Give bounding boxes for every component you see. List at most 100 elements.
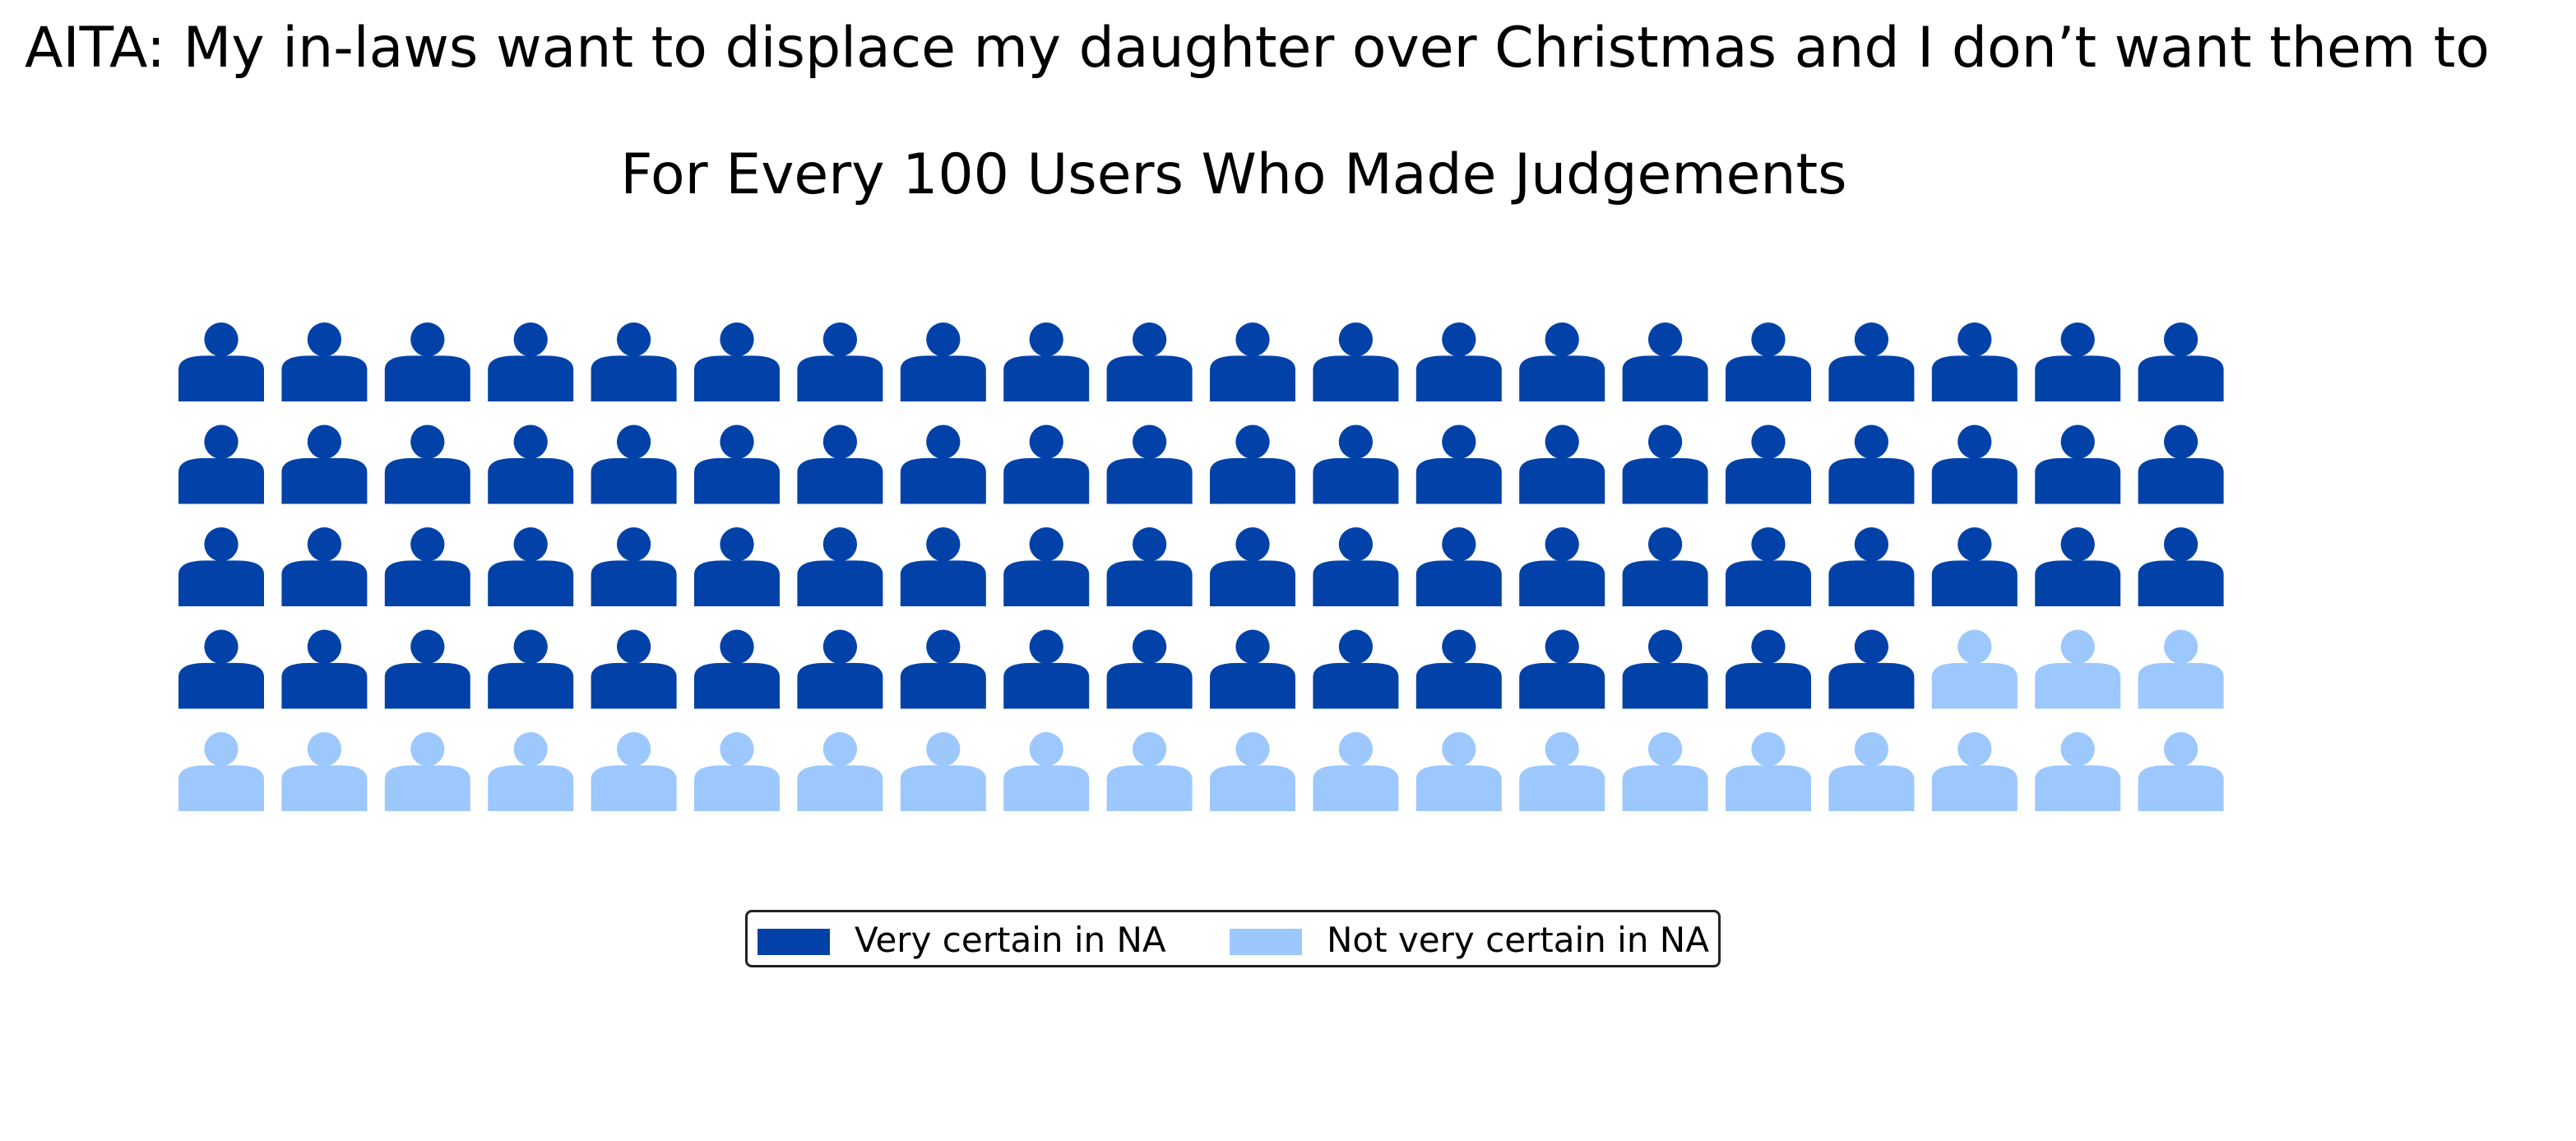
person-icon [2035, 527, 2121, 606]
person-icon [1622, 424, 1708, 504]
person-icon [694, 527, 780, 606]
person-icon [1828, 629, 1915, 709]
person-icon [1828, 424, 1915, 504]
person-icon [1931, 322, 2018, 401]
person-icon [1622, 322, 1708, 401]
person-icon [1313, 629, 1399, 709]
person-icon [1210, 629, 1295, 709]
person-icon [591, 629, 677, 709]
person-icon [1519, 322, 1605, 401]
person-icon [281, 527, 368, 606]
person-icon [2035, 322, 2121, 401]
person-icon [1210, 424, 1295, 504]
person-icon [1210, 322, 1295, 401]
person-icon [488, 527, 574, 606]
person-icon [1106, 629, 1193, 709]
person-icon [591, 322, 677, 401]
person-icon [2138, 424, 2224, 504]
person-icon [1415, 322, 1502, 401]
person-icon [1726, 424, 1811, 504]
person-icon [178, 732, 264, 811]
person-icon [591, 527, 677, 606]
person-icon [1415, 732, 1502, 811]
person-icon [694, 732, 780, 811]
legend: Very certain in NA Not very certain in N… [745, 910, 1721, 967]
person-icon [281, 424, 368, 504]
person-icon [2035, 629, 2121, 709]
person-icon [178, 424, 264, 504]
person-icon [1726, 629, 1811, 709]
person-icon [178, 527, 264, 606]
person-icon [1931, 629, 2018, 709]
person-icon [797, 527, 883, 606]
person-icon [1415, 424, 1502, 504]
person-icon [488, 424, 574, 504]
person-icon [900, 322, 986, 401]
person-icon [178, 629, 264, 709]
person-icon [1828, 322, 1915, 401]
person-icon [384, 424, 470, 504]
person-icon [1106, 527, 1193, 606]
person-icon [1415, 527, 1502, 606]
person-icon [1519, 527, 1605, 606]
person-icon [1828, 732, 1915, 811]
person-icon [2035, 732, 2121, 811]
person-icon [384, 527, 470, 606]
person-icon [797, 322, 883, 401]
person-icon [797, 732, 883, 811]
person-icon [694, 322, 780, 401]
person-icon [1106, 732, 1193, 811]
person-icon [900, 527, 986, 606]
person-icon [1003, 424, 1090, 504]
person-icon [900, 629, 986, 709]
person-icon [1622, 732, 1708, 811]
person-icon [900, 424, 986, 504]
person-icon [1003, 322, 1090, 401]
person-icon [1106, 322, 1193, 401]
person-icon [694, 424, 780, 504]
person-icon [2138, 629, 2224, 709]
person-icon [2138, 527, 2224, 606]
person-icon [384, 629, 470, 709]
person-icon [1313, 527, 1399, 606]
person-icon [488, 732, 574, 811]
person-icon [384, 322, 470, 401]
legend-label-not-very-certain: Not very certain in NA [1327, 920, 1709, 960]
person-icon [2138, 322, 2224, 401]
person-icon [2035, 424, 2121, 504]
person-icon [178, 322, 264, 401]
person-icon [1313, 732, 1399, 811]
legend-swatch-not-very-certain [1230, 929, 1302, 955]
person-icon [488, 629, 574, 709]
person-icon [1726, 732, 1811, 811]
person-icon [1003, 732, 1090, 811]
person-icon [1210, 527, 1295, 606]
person-icon [1828, 527, 1915, 606]
person-icon [488, 322, 574, 401]
person-icon [1415, 629, 1502, 709]
person-icon [1519, 424, 1605, 504]
person-icon [2138, 732, 2224, 811]
post-title: AITA: My in-laws want to displace my dau… [25, 16, 2490, 81]
person-icon [1622, 527, 1708, 606]
chart-title: For Every 100 Users Who Made Judgements [620, 142, 1847, 207]
person-icon [1622, 629, 1708, 709]
person-icon [1726, 527, 1811, 606]
person-icon [1210, 732, 1295, 811]
person-icon [281, 732, 368, 811]
person-icon [591, 732, 677, 811]
person-icon [384, 732, 470, 811]
legend-swatch-very-certain [758, 929, 830, 955]
person-icon [797, 424, 883, 504]
person-icon [1931, 527, 2018, 606]
person-icon [591, 424, 677, 504]
person-icon [797, 629, 883, 709]
person-icon [900, 732, 986, 811]
person-icon [1003, 629, 1090, 709]
person-icon [694, 629, 780, 709]
person-icon [281, 322, 368, 401]
person-icon [1519, 732, 1605, 811]
legend-label-very-certain: Very certain in NA [855, 920, 1166, 960]
